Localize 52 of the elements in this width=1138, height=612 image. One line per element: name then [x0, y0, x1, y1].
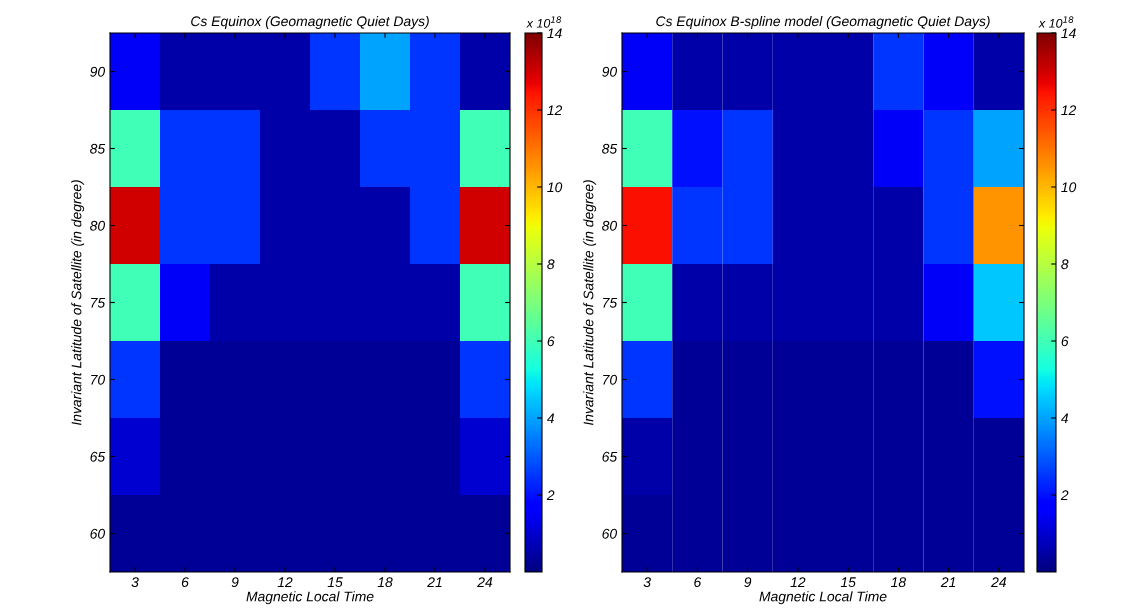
color-bar-label: 12: [1061, 105, 1077, 116]
color-bar-label: 6: [547, 336, 555, 347]
x-tick-label: 12: [277, 577, 293, 587]
x-tick-label: 9: [231, 577, 239, 588]
y-tick-label: 90: [90, 66, 106, 77]
x-axis-title: Magnetic Local Time: [759, 591, 887, 605]
y-tick-label: 60: [602, 528, 618, 539]
x-tick-label: 21: [427, 577, 442, 587]
x-tick-label: 6: [694, 577, 702, 588]
y-tick-label: 65: [602, 451, 618, 462]
y-tick-label: 85: [90, 143, 106, 154]
y-tick-label: 80: [90, 220, 106, 231]
x-tick-label: 3: [643, 577, 651, 588]
y-tick-label: 85: [602, 143, 618, 154]
color-bar-title: x 10$^{18}$: [1038, 16, 1074, 28]
x-tick-label: 21: [940, 577, 956, 587]
y-tick-label: 60: [90, 528, 106, 539]
y-tick-label: 70: [603, 374, 618, 385]
color-bar-label: 8: [547, 259, 555, 270]
y-tick-label: 75: [91, 297, 106, 308]
x-tick-label: 12: [790, 577, 806, 587]
chart-title: Cs Equinox (Geomagnetic Quiet Days): [191, 15, 429, 29]
x-tick-label: 15: [327, 577, 343, 588]
x-tick-label: 15: [840, 577, 856, 588]
color-bar-label: 2: [1060, 490, 1069, 501]
color-bar-label: 10: [1061, 182, 1077, 193]
y-tick-label: 90: [602, 66, 618, 77]
color-bar-label: 2: [546, 490, 555, 501]
color-bar-label: 14: [547, 28, 562, 39]
color-bar-label: 4: [546, 413, 555, 424]
color-bar-label: 6: [1061, 336, 1069, 347]
y-tick-label: 65: [90, 451, 106, 462]
y-tick-label: 75: [603, 297, 618, 308]
color-bar-label: 14: [1061, 28, 1076, 39]
color-bar-label: 10: [547, 182, 563, 193]
y-axis-title: Invariant Latitude of Satellite (in degree): [583, 180, 597, 426]
y-tick-label: 70: [91, 374, 106, 385]
color-bar-label: 8: [1061, 259, 1069, 270]
x-tick-label: 9: [744, 577, 752, 588]
y-axis-title: Invariant Latitude of Satellite (in degree): [71, 180, 85, 426]
x-tick-label: 6: [181, 577, 189, 588]
x-tick-label: 3: [131, 577, 139, 588]
color-bar-label: 12: [547, 105, 563, 116]
x-axis-title: Magnetic Local Time: [246, 591, 374, 605]
color-bar-title: x 10$^{18}$: [526, 16, 562, 28]
x-tick-label: 18: [891, 577, 907, 588]
color-bar-label: 4: [1060, 413, 1069, 424]
y-tick-label: 80: [602, 220, 618, 231]
x-tick-label: 24: [991, 577, 1007, 587]
x-tick-label: 24: [477, 577, 493, 587]
chart-title: Cs Equinox B-spline model (Geomagnetic Quiet Days): [656, 15, 990, 29]
x-tick-label: 18: [377, 577, 393, 588]
